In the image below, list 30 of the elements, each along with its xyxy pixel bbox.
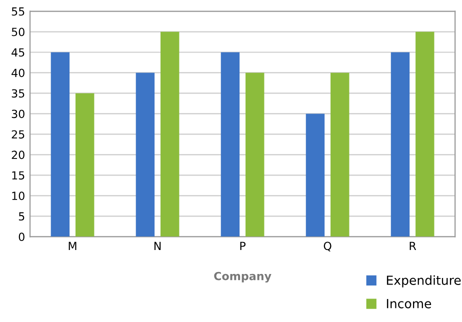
- bar: [416, 32, 434, 237]
- y-tick-label: 25: [12, 130, 24, 139]
- x-tick-label: R: [410, 242, 416, 250]
- y-tick-label: 20: [12, 150, 24, 160]
- y-tick-label: 50: [12, 28, 24, 36]
- y-tick-label: 0: [18, 232, 24, 242]
- bar: [160, 32, 180, 237]
- y-tick-label: 55: [12, 7, 24, 16]
- y-tick-label: 45: [12, 48, 24, 57]
- bar: [306, 114, 325, 237]
- x-tick-label: M: [68, 242, 76, 250]
- bar: [76, 93, 94, 237]
- bar: [330, 72, 350, 237]
- bar: [246, 72, 264, 237]
- x-tick-label: P: [240, 242, 246, 250]
- bar: [220, 52, 240, 237]
- x-axis-title: Company: [214, 272, 272, 282]
- y-tick-label: 5: [18, 212, 24, 221]
- bar: [50, 52, 70, 237]
- legend-label: Income: [386, 299, 432, 308]
- x-tick-label: Q: [324, 242, 332, 252]
- x-tick-label: N: [154, 242, 161, 250]
- y-tick-label: 10: [12, 192, 24, 200]
- y-tick-label: 40: [12, 68, 24, 78]
- bar: [136, 72, 155, 237]
- y-tick-label: 35: [12, 89, 24, 98]
- y-tick-label: 15: [12, 171, 24, 180]
- y-tick-label: 30: [12, 110, 24, 118]
- legend-label: Expenditure: [386, 275, 461, 288]
- bar: [390, 52, 410, 237]
